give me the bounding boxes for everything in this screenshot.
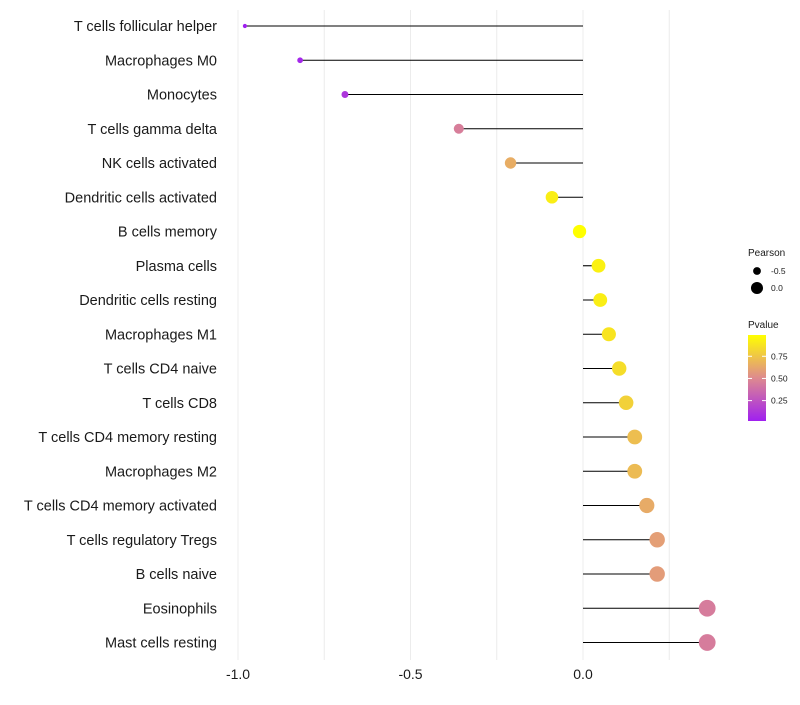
category-label-13: Macrophages M2 [105,464,217,480]
color-tick-label-2: 0.25 [771,396,788,406]
point-8 [593,293,608,307]
size-legend-label-1: 0.0 [771,283,783,293]
point-2 [341,91,349,98]
category-labels: T cells follicular helper Macrophages M0 M… [24,19,218,652]
point-18 [698,634,716,651]
point-6 [572,224,587,239]
size-legend-label-0: -0.5 [771,266,786,276]
point-4 [504,157,517,169]
point-12 [627,429,643,445]
legend-size-title: Pearson [748,248,785,259]
size-legend-dot-1 [750,281,764,295]
point-14 [639,497,655,514]
point-11 [618,395,634,411]
point-7 [591,258,606,273]
category-label-8: Dendritic cells resting [79,293,217,309]
point-15 [649,532,665,548]
color-bar-ticks: 0.75 0.50 0.25 [748,351,788,406]
x-axis-ticks: -1.0 -0.5 0.0 [226,666,593,682]
category-label-11: T cells CD8 [142,396,217,412]
point-0 [242,23,247,29]
point-16 [649,566,665,582]
category-label-14: T cells CD4 memory activated [24,499,217,515]
legend-color-title: Pvalue [748,320,779,331]
point-13 [627,463,643,479]
point-10 [612,361,627,376]
point-3 [453,123,464,134]
category-label-10: T cells CD4 naive [104,362,217,378]
point-9 [601,327,616,342]
category-label-0: T cells follicular helper [74,19,217,35]
category-label-17: Eosinophils [143,601,217,617]
category-label-18: Mast cells resting [105,636,217,652]
category-label-3: T cells gamma delta [88,122,218,138]
category-label-12: T cells CD4 memory resting [38,430,217,446]
category-label-5: Dendritic cells activated [65,190,217,206]
category-label-6: B cells memory [118,225,218,241]
category-label-4: NK cells activated [102,156,217,172]
x-tick-label-2: 0.0 [573,666,593,682]
x-tick-label-1: -0.5 [398,666,422,682]
color-bar [748,335,766,421]
x-tick-label-0: -1.0 [226,666,250,682]
point-5 [545,190,559,204]
category-label-16: B cells naive [136,567,217,583]
category-label-1: Macrophages M0 [105,53,217,69]
legend: Pearson -0.5 0.0 Pvalue 0.75 0.50 0.25 [748,248,788,421]
category-label-7: Plasma cells [136,259,217,275]
point-1 [297,57,303,64]
size-legend-entries: -0.5 0.0 [750,266,786,295]
stems [244,25,708,644]
category-label-15: T cells regulatory Tregs [67,533,217,549]
color-tick-label-0: 0.75 [771,351,788,361]
category-label-9: Macrophages M1 [105,327,217,343]
size-legend-dot-0 [753,267,761,275]
gridlines [237,10,670,660]
point-17 [698,599,716,617]
category-label-2: Monocytes [147,88,217,104]
color-tick-label-1: 0.50 [771,373,788,383]
points [242,23,716,651]
